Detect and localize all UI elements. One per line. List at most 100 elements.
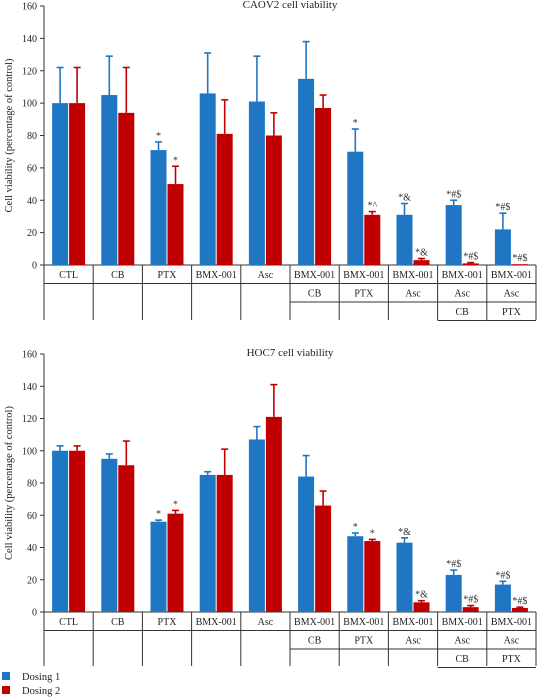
category-label: BMX-001 [343,617,384,628]
bar-dosing2 [216,474,233,612]
category-label: PTX [158,617,178,628]
significance-label: *#$ [463,595,478,606]
significance-label: *& [415,590,428,601]
significance-label: * [173,155,178,166]
bar-dosing2 [315,505,332,612]
significance-label: *& [398,527,411,538]
category-label: Asc [504,289,520,300]
significance-label: *#$ [446,559,461,570]
y-tick-label: 20 [27,575,37,586]
category-label: Asc [258,617,274,628]
bar-dosing1 [248,101,265,265]
bar-dosing2 [118,112,135,266]
category-label: BMX-001 [196,617,237,628]
bar-dosing2 [462,607,479,612]
category-label: CB [308,289,322,300]
bar-dosing1 [494,584,511,612]
bar-dosing2 [413,260,430,265]
significance-label: *#$ [463,252,478,263]
bar-dosing1 [52,103,69,265]
y-tick-label: 0 [32,261,37,272]
bar-dosing2 [315,107,332,265]
significance-label: *#$ [512,253,527,264]
chart-title: CAOV2 cell viability [243,0,338,11]
category-label: CB [111,270,125,281]
category-label: BMX-001 [392,617,433,628]
bar-dosing2 [69,103,86,265]
bar-dosing2 [413,602,430,612]
y-tick-label: 60 [27,511,37,522]
y-axis-label: Cell viability (percentage of control) [4,58,15,212]
category-label: CTL [59,617,78,628]
category-label: Asc [405,636,421,647]
category-label: BMX-001 [442,270,483,281]
chart-caov2: CAOV2 cell viability Cell viability (perc… [4,0,537,321]
legend: Dosing 1 Dosing 2 [2,672,60,697]
significance-label: *#$ [495,570,510,581]
bar-dosing2 [167,513,184,612]
category-label: BMX-001 [491,617,532,628]
bar-dosing1 [248,439,265,612]
significance-label: * [353,522,358,533]
category-label: Asc [454,636,470,647]
y-tick-label: 60 [27,163,37,174]
bar-dosing2 [364,214,381,265]
bar-dosing1 [52,450,69,612]
category-label: BMX-001 [343,270,384,281]
y-tick-label: 0 [32,608,37,619]
category-label: Asc [504,636,520,647]
category-label: CB [111,617,125,628]
category-label: BMX-001 [294,617,335,628]
y-tick-label: 80 [27,479,37,490]
bar-dosing1 [150,150,167,265]
bar-dosing2 [511,607,528,612]
category-label: PTX [502,307,522,318]
y-tick-label: 80 [27,131,37,142]
significance-label: * [156,509,161,520]
significance-label: *#$ [512,596,527,607]
bar-dosing1 [101,95,118,265]
bar-dosing1 [150,521,167,612]
category-label: CB [308,636,322,647]
chart-title: HOC7 cell viability [247,347,334,359]
bar-dosing2 [69,450,86,612]
bar-dosing1 [298,78,315,265]
bar-dosing1 [445,574,462,612]
bar-dosing2 [265,416,282,612]
bar-dosing1 [396,542,413,612]
bar-dosing2 [462,263,479,265]
category-label: CB [456,654,470,665]
category-label: BMX-001 [294,270,335,281]
significance-label: *^ [367,201,377,212]
bar-dosing1 [494,229,511,265]
significance-label: *& [398,192,411,203]
legend-label: Dosing 1 [22,672,60,683]
y-tick-label: 140 [22,382,37,393]
category-label: CB [456,307,470,318]
y-tick-label: 160 [22,350,37,361]
bar-dosing2 [511,264,528,265]
significance-label: * [353,118,358,129]
y-tick-label: 140 [22,34,37,45]
y-tick-label: 100 [22,99,37,110]
significance-label: * [173,499,178,510]
bar-dosing1 [347,151,364,265]
bar-dosing1 [298,476,315,612]
significance-label: *#$ [446,189,461,200]
y-tick-label: 100 [22,446,37,457]
bar-dosing2 [118,465,135,612]
significance-label: *& [415,248,428,259]
category-label: PTX [354,289,374,300]
y-tick-label: 160 [22,2,37,13]
category-label: PTX [354,636,374,647]
chart-hoc7: HOC7 cell viability Cell viability (perce… [4,347,537,668]
y-tick-label: 20 [27,228,37,239]
bar-dosing1 [347,536,364,612]
bar-dosing1 [445,205,462,265]
category-label: BMX-001 [491,270,532,281]
category-label: CTL [59,270,78,281]
significance-label: * [370,528,375,539]
bar-dosing2 [167,184,184,265]
bar-dosing2 [364,541,381,612]
y-tick-label: 120 [22,66,37,77]
